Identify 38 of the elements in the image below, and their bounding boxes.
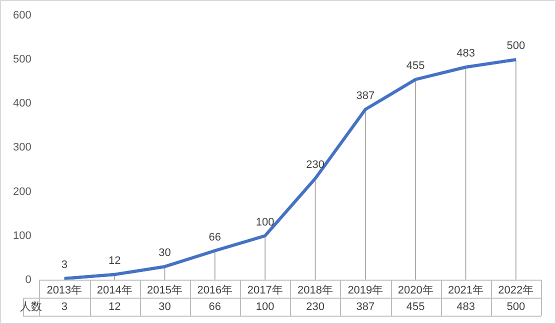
y-tick-label: 0 [25, 274, 32, 286]
text: 500 [506, 300, 526, 313]
y-tick-label: 600 [12, 10, 32, 22]
text: 3 [61, 300, 68, 313]
x-tick-label: 2015年 [147, 284, 183, 296]
text: 455 [406, 300, 425, 313]
x-tick-label: 2020年 [398, 284, 434, 296]
data-label: 500 [506, 40, 526, 52]
text: 人数 [20, 300, 42, 313]
text: 230 [306, 300, 324, 313]
data-label: 66 [208, 231, 222, 244]
text: 387 [356, 300, 375, 313]
y-tick-label: 200 [12, 186, 32, 198]
x-tick-label: 2013年 [46, 284, 82, 296]
x-tick-label: 2021年 [448, 284, 484, 296]
data-label: 100 [256, 216, 274, 228]
text: 100 [256, 300, 274, 313]
x-tick-label: 2016年 [197, 284, 233, 296]
data-label: 455 [406, 60, 425, 72]
data-label: 230 [306, 159, 324, 172]
data-label: 387 [356, 90, 375, 102]
data-label: 30 [158, 247, 171, 260]
text: 483 [456, 300, 475, 313]
text: 12 [108, 300, 121, 313]
x-tick-label: 2014年 [96, 284, 132, 296]
data-label: 12 [108, 255, 121, 268]
data-label: 483 [456, 48, 475, 60]
y-tick-label: 100 [12, 230, 32, 242]
data-label: 3 [61, 259, 68, 272]
text: 66 [208, 300, 222, 313]
y-tick-label: 500 [12, 54, 32, 66]
x-tick-label: 2022年 [498, 284, 534, 296]
text: 30 [158, 300, 171, 313]
y-tick-label: 300 [12, 142, 32, 154]
x-tick-label: 2017年 [247, 284, 283, 296]
y-tick-label: 400 [12, 98, 32, 110]
x-tick-label: 2019年 [348, 284, 384, 296]
x-tick-label: 2018年 [298, 284, 333, 296]
